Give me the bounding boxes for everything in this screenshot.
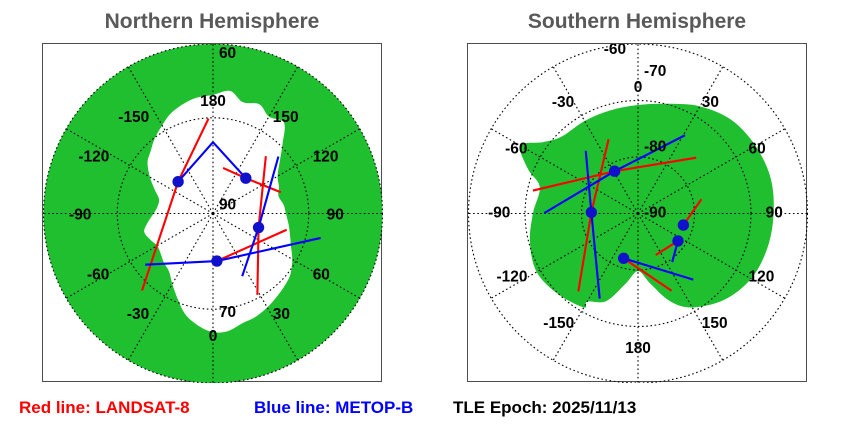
- svg-text:30: 30: [702, 94, 719, 111]
- svg-text:180: 180: [200, 93, 226, 110]
- svg-text:150: 150: [702, 315, 728, 332]
- svg-text:120: 120: [313, 149, 339, 166]
- svg-text:-30: -30: [552, 94, 574, 111]
- svg-text:-150: -150: [118, 109, 149, 126]
- svg-text:60: 60: [219, 45, 236, 62]
- svg-text:180: 180: [625, 340, 651, 357]
- svg-text:-60: -60: [87, 266, 109, 283]
- svg-text:-90: -90: [69, 206, 91, 223]
- svg-text:-30: -30: [127, 306, 149, 323]
- svg-text:-60: -60: [604, 44, 626, 58]
- svg-text:-120: -120: [78, 149, 109, 166]
- svg-text:-80: -80: [644, 139, 666, 156]
- svg-text:-120: -120: [497, 268, 528, 285]
- svg-text:0: 0: [634, 79, 643, 96]
- svg-text:-70: -70: [644, 63, 666, 80]
- svg-text:-150: -150: [543, 315, 574, 332]
- svg-text:150: 150: [273, 109, 299, 126]
- svg-text:90: 90: [766, 204, 783, 221]
- svg-text:90: 90: [327, 206, 344, 223]
- svg-text:60: 60: [313, 266, 330, 283]
- svg-text:0: 0: [209, 328, 218, 345]
- svg-text:-90: -90: [644, 204, 666, 221]
- svg-text:70: 70: [219, 304, 236, 321]
- svg-text:-60: -60: [505, 141, 527, 158]
- svg-text:120: 120: [749, 268, 775, 285]
- svg-text:60: 60: [749, 141, 766, 158]
- svg-text:-90: -90: [488, 204, 510, 221]
- svg-text:90: 90: [219, 197, 236, 214]
- svg-text:30: 30: [273, 306, 290, 323]
